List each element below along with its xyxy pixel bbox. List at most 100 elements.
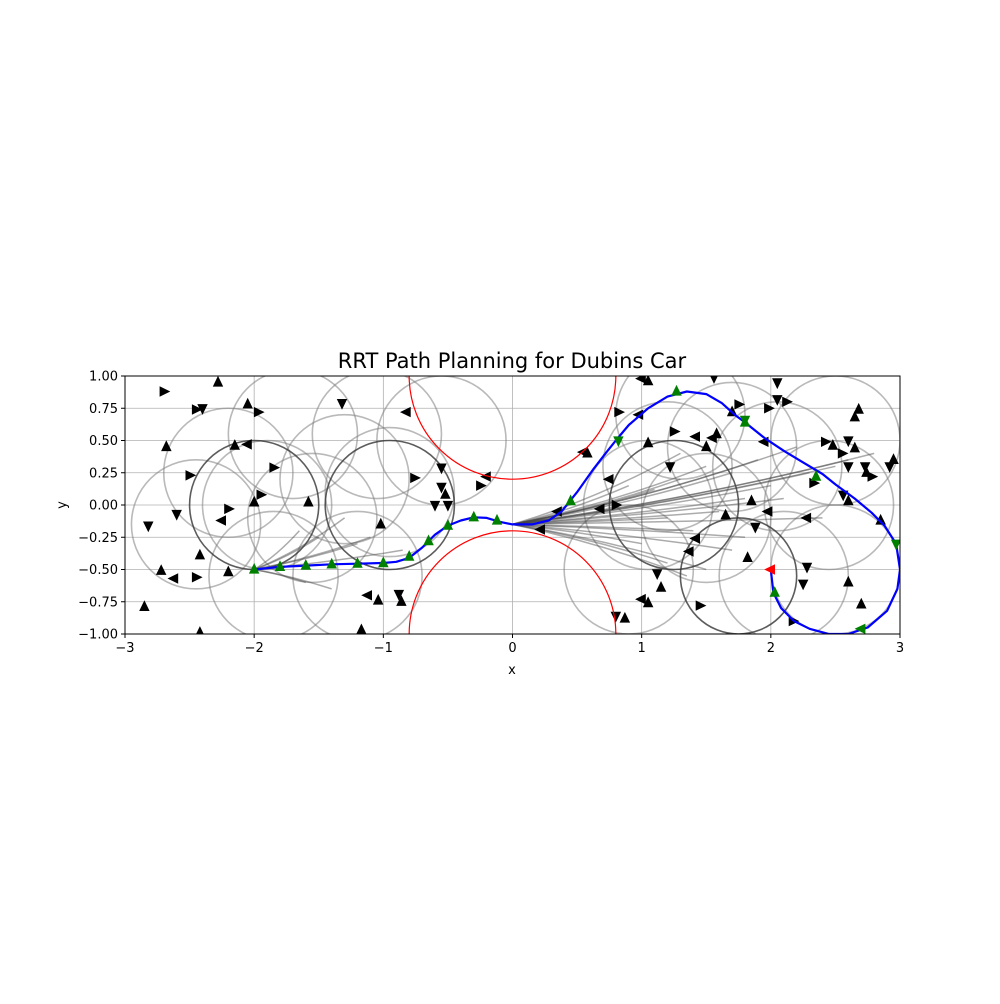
plot-content: [130, 376, 900, 634]
tree-node-marker: [480, 471, 491, 482]
tree-node-marker: [867, 471, 879, 482]
tree-node-marker: [582, 446, 593, 458]
path-node-marker: [423, 534, 434, 546]
tree-node-marker: [772, 395, 783, 406]
tree-arc: [130, 459, 262, 590]
tree-edge: [512, 478, 681, 526]
tree-edge: [512, 459, 849, 526]
tree-node-marker: [669, 426, 681, 437]
tree-node-marker: [223, 565, 234, 577]
x-tick-label: 3: [896, 641, 904, 656]
tree-edge: [512, 523, 642, 545]
tree-edge: [254, 568, 332, 590]
path-node-marker: [810, 470, 822, 481]
tree-node-marker: [750, 522, 761, 534]
tree-node-marker: [534, 524, 545, 535]
tree-node-marker: [215, 515, 226, 526]
tree-arc-dark: [324, 439, 456, 571]
tree-node-marker: [843, 462, 854, 473]
x-tick-label: 2: [767, 641, 775, 656]
tree-edge: [512, 446, 797, 526]
tree-node-marker: [611, 499, 623, 511]
path-node-marker: [403, 550, 415, 561]
tree-node-marker: [720, 508, 731, 520]
tree-node-marker: [442, 500, 454, 512]
tree-edge: [253, 536, 320, 571]
tree-arc: [602, 400, 733, 532]
y-tick-label: −0.75: [78, 595, 118, 610]
y-tick-label: 0.50: [89, 434, 118, 449]
tree-node-marker: [356, 623, 367, 634]
path-node-marker: [352, 557, 363, 568]
tree-edge: [512, 452, 875, 526]
tree-node-marker: [196, 626, 204, 634]
tree-node-marker: [593, 503, 605, 515]
tree-edge: [512, 517, 823, 526]
tree-node-marker: [436, 482, 447, 494]
tree-edge: [512, 523, 668, 564]
tree-node-marker: [843, 494, 854, 506]
tree-node-marker: [602, 474, 614, 485]
tree-arc-dark: [679, 517, 798, 634]
tree-edge: [254, 568, 307, 584]
tree-node-marker: [167, 573, 179, 584]
tree-node-marker: [372, 593, 384, 605]
tree-node-marker: [695, 600, 707, 611]
tree-node-marker: [440, 488, 451, 499]
chart-title: RRT Path Planning for Dubins Car: [338, 349, 687, 373]
tree-node-marker: [710, 376, 718, 384]
tree-node-marker: [253, 406, 265, 418]
tree-node-marker: [761, 506, 773, 517]
tree-node-marker: [689, 431, 700, 442]
tree-node-marker: [706, 432, 717, 444]
path-node-marker: [300, 559, 312, 570]
tree-edge: [253, 530, 300, 571]
tree-node-marker: [664, 462, 676, 473]
tree-node-marker: [800, 512, 812, 524]
x-tick-label: −3: [115, 641, 134, 656]
y-tick-label: 0.75: [89, 402, 118, 417]
tree-node-marker: [248, 495, 260, 507]
tree-node-marker: [632, 409, 644, 420]
tree-arc: [201, 439, 333, 571]
tree-node-marker: [635, 593, 646, 605]
tree-node-marker: [682, 546, 694, 557]
tree-node-marker: [336, 399, 348, 410]
tree-node-marker: [224, 503, 235, 515]
tree-node-marker: [884, 462, 895, 473]
tree-edge: [512, 523, 688, 577]
path-node-marker: [565, 494, 576, 506]
tree-arc-dark: [608, 439, 740, 571]
tree-node-marker: [801, 562, 813, 574]
tree-node-marker: [256, 489, 268, 500]
tree-node-marker: [410, 472, 421, 484]
tree-node-marker: [875, 513, 886, 525]
x-tick-label: 1: [638, 641, 646, 656]
tree-node-marker: [242, 397, 253, 409]
tree-node-marker: [191, 404, 203, 415]
tree-edge: [512, 523, 746, 538]
tree-edge: [253, 517, 346, 571]
tree-edge: [512, 452, 681, 526]
tree-node-marker: [772, 378, 783, 390]
tree-node-marker: [161, 440, 172, 452]
path-node-marker: [890, 539, 900, 551]
tree-arc: [324, 426, 456, 558]
tree-edge: [512, 459, 759, 526]
path-node-marker: [613, 436, 624, 448]
tree-edge: [512, 488, 655, 526]
x-tick-label: −1: [374, 641, 393, 656]
marker-layer: [248, 384, 900, 634]
tree-node-marker: [642, 376, 654, 386]
tree-node-marker: [655, 581, 667, 592]
tree-node-marker: [610, 611, 622, 623]
tree-node-marker: [143, 521, 154, 533]
path-node-marker: [468, 510, 479, 522]
tree-arc: [311, 376, 443, 500]
tree-node-marker: [642, 596, 654, 608]
tree-node-marker: [827, 439, 839, 450]
y-tick-label: 0.25: [89, 466, 118, 481]
tree-node-marker: [375, 517, 386, 529]
